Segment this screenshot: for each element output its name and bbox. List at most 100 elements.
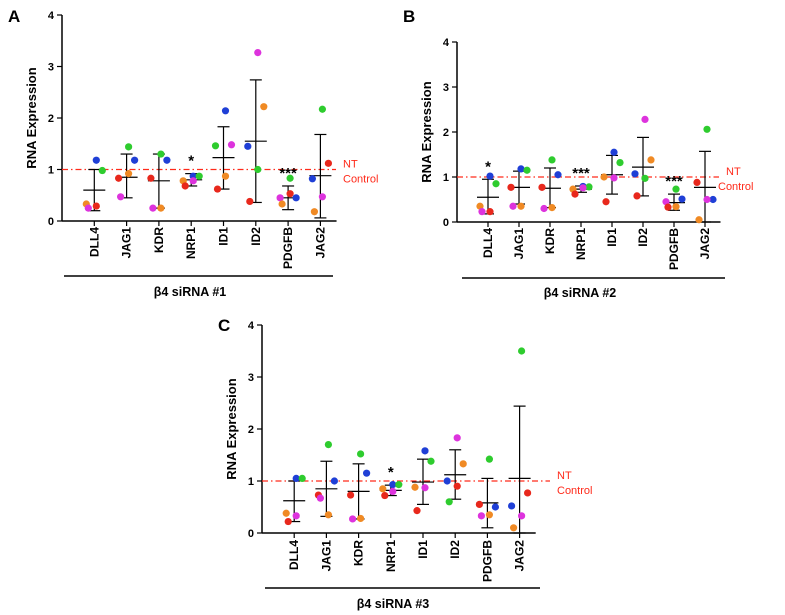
data-point-green (324, 441, 332, 449)
data-point-magenta (477, 512, 485, 520)
data-point-green (211, 142, 220, 150)
data-point-green (672, 185, 680, 193)
data-point-blue (244, 142, 252, 150)
category-label: JAG2 (698, 228, 712, 260)
panel-letter: B (403, 7, 415, 26)
significance-marker: *** (279, 165, 297, 182)
data-point-red (324, 159, 332, 167)
y-tick-label: 2 (248, 424, 254, 436)
data-point-magenta (292, 512, 300, 520)
data-point-red (347, 491, 355, 499)
data-point-magenta (518, 512, 526, 520)
data-point-orange (282, 509, 290, 517)
data-point-red (381, 491, 389, 500)
group-label: β4 siRNA #3 (357, 597, 430, 611)
data-point-orange (695, 216, 703, 224)
data-point-red (475, 500, 483, 508)
category-label: PDGFB (667, 228, 681, 270)
category-label: JAG2 (513, 540, 527, 572)
data-point-red (453, 482, 461, 490)
category-label: ID2 (448, 540, 462, 559)
y-tick-label: 0 (248, 528, 254, 540)
data-point-red (246, 197, 254, 206)
reference-label-nt: NT (726, 166, 741, 178)
data-point-magenta (254, 48, 262, 57)
y-tick-label: 3 (443, 82, 449, 94)
panel-b: B 0 1 2 3 4 RNA Expression NT Control DLL4 * JAG1 KD… (403, 7, 753, 300)
data-point-magenta (509, 202, 517, 210)
data-point-blue (363, 469, 371, 477)
category-label: DLL4 (87, 227, 101, 257)
significance-marker: * (188, 153, 194, 170)
data-point-red (181, 182, 189, 190)
data-point-magenta (117, 193, 125, 201)
data-point-blue (92, 156, 100, 164)
data-point-green (395, 481, 403, 489)
panel-letter: C (218, 316, 230, 335)
data-point-magenta (421, 484, 429, 492)
data-point-magenta (227, 141, 236, 149)
data-point-red (664, 203, 672, 211)
data-point-green (485, 455, 493, 463)
data-point-blue (610, 148, 618, 156)
category-label: NRP1 (184, 227, 198, 259)
data-point-orange (459, 460, 467, 468)
y-axis-label: RNA Expression (419, 81, 434, 182)
data-point-magenta (149, 204, 157, 212)
data-point-red (213, 185, 222, 193)
data-point-magenta (579, 184, 587, 192)
y-tick-label: 1 (443, 172, 449, 184)
data-point-blue (131, 156, 139, 164)
data-point-orange (485, 511, 493, 519)
data-point-green (616, 159, 624, 167)
data-point-orange (157, 204, 165, 212)
reference-label-nt: NT (343, 159, 358, 171)
data-point-magenta (189, 177, 197, 185)
data-point-red (633, 192, 641, 200)
panel-a: A 0 1 2 3 4 RNA Expression NT Control DLL4 JAG1 KDR… (8, 7, 378, 299)
reference-label-nt: NT (557, 470, 572, 482)
panel-c: C 0 1 2 3 4 RNA Expression NT Control DLL4 JAG1 KDR… (218, 316, 592, 611)
data-point-orange (476, 202, 484, 210)
data-point-blue (163, 156, 171, 164)
data-point-green (427, 457, 435, 465)
data-point-blue (486, 172, 494, 180)
data-point-red (147, 174, 155, 182)
category-label: PDGFB (480, 540, 494, 582)
panel-letter: A (8, 7, 20, 26)
data-point-blue (554, 171, 562, 179)
data-point-blue (221, 107, 230, 115)
y-axis-label: RNA Expression (224, 378, 239, 479)
data-point-magenta (453, 434, 461, 442)
significance-marker: *** (665, 173, 683, 190)
data-point-orange (509, 524, 518, 532)
data-point-magenta (84, 204, 92, 212)
data-point-magenta (540, 204, 548, 213)
data-point-orange (600, 173, 608, 181)
y-tick-label: 1 (48, 165, 54, 177)
reference-label-control: Control (718, 181, 753, 193)
data-point-green (703, 125, 711, 133)
data-point-green (641, 174, 649, 182)
data-point-red (413, 507, 421, 515)
y-tick-label: 4 (48, 10, 55, 22)
data-point-blue (308, 175, 316, 183)
data-point-orange (379, 485, 387, 493)
y-tick-label: 4 (443, 37, 450, 49)
data-point-red (507, 183, 515, 191)
data-point-blue (292, 474, 300, 482)
group-label: β4 siRNA #2 (544, 286, 617, 300)
data-point-red (571, 190, 579, 198)
data-point-green (254, 165, 262, 174)
category-label: JAG1 (319, 540, 333, 572)
y-tick-label: 0 (48, 216, 54, 228)
data-point-magenta (610, 174, 618, 182)
data-point-blue (517, 165, 525, 173)
category-label: JAG2 (313, 227, 327, 259)
category-label: NRP1 (384, 540, 398, 572)
data-point-red (115, 174, 123, 182)
data-point-red (524, 489, 532, 497)
data-point-orange (548, 204, 556, 212)
data-point-orange (324, 511, 332, 519)
significance-marker: * (388, 464, 394, 481)
